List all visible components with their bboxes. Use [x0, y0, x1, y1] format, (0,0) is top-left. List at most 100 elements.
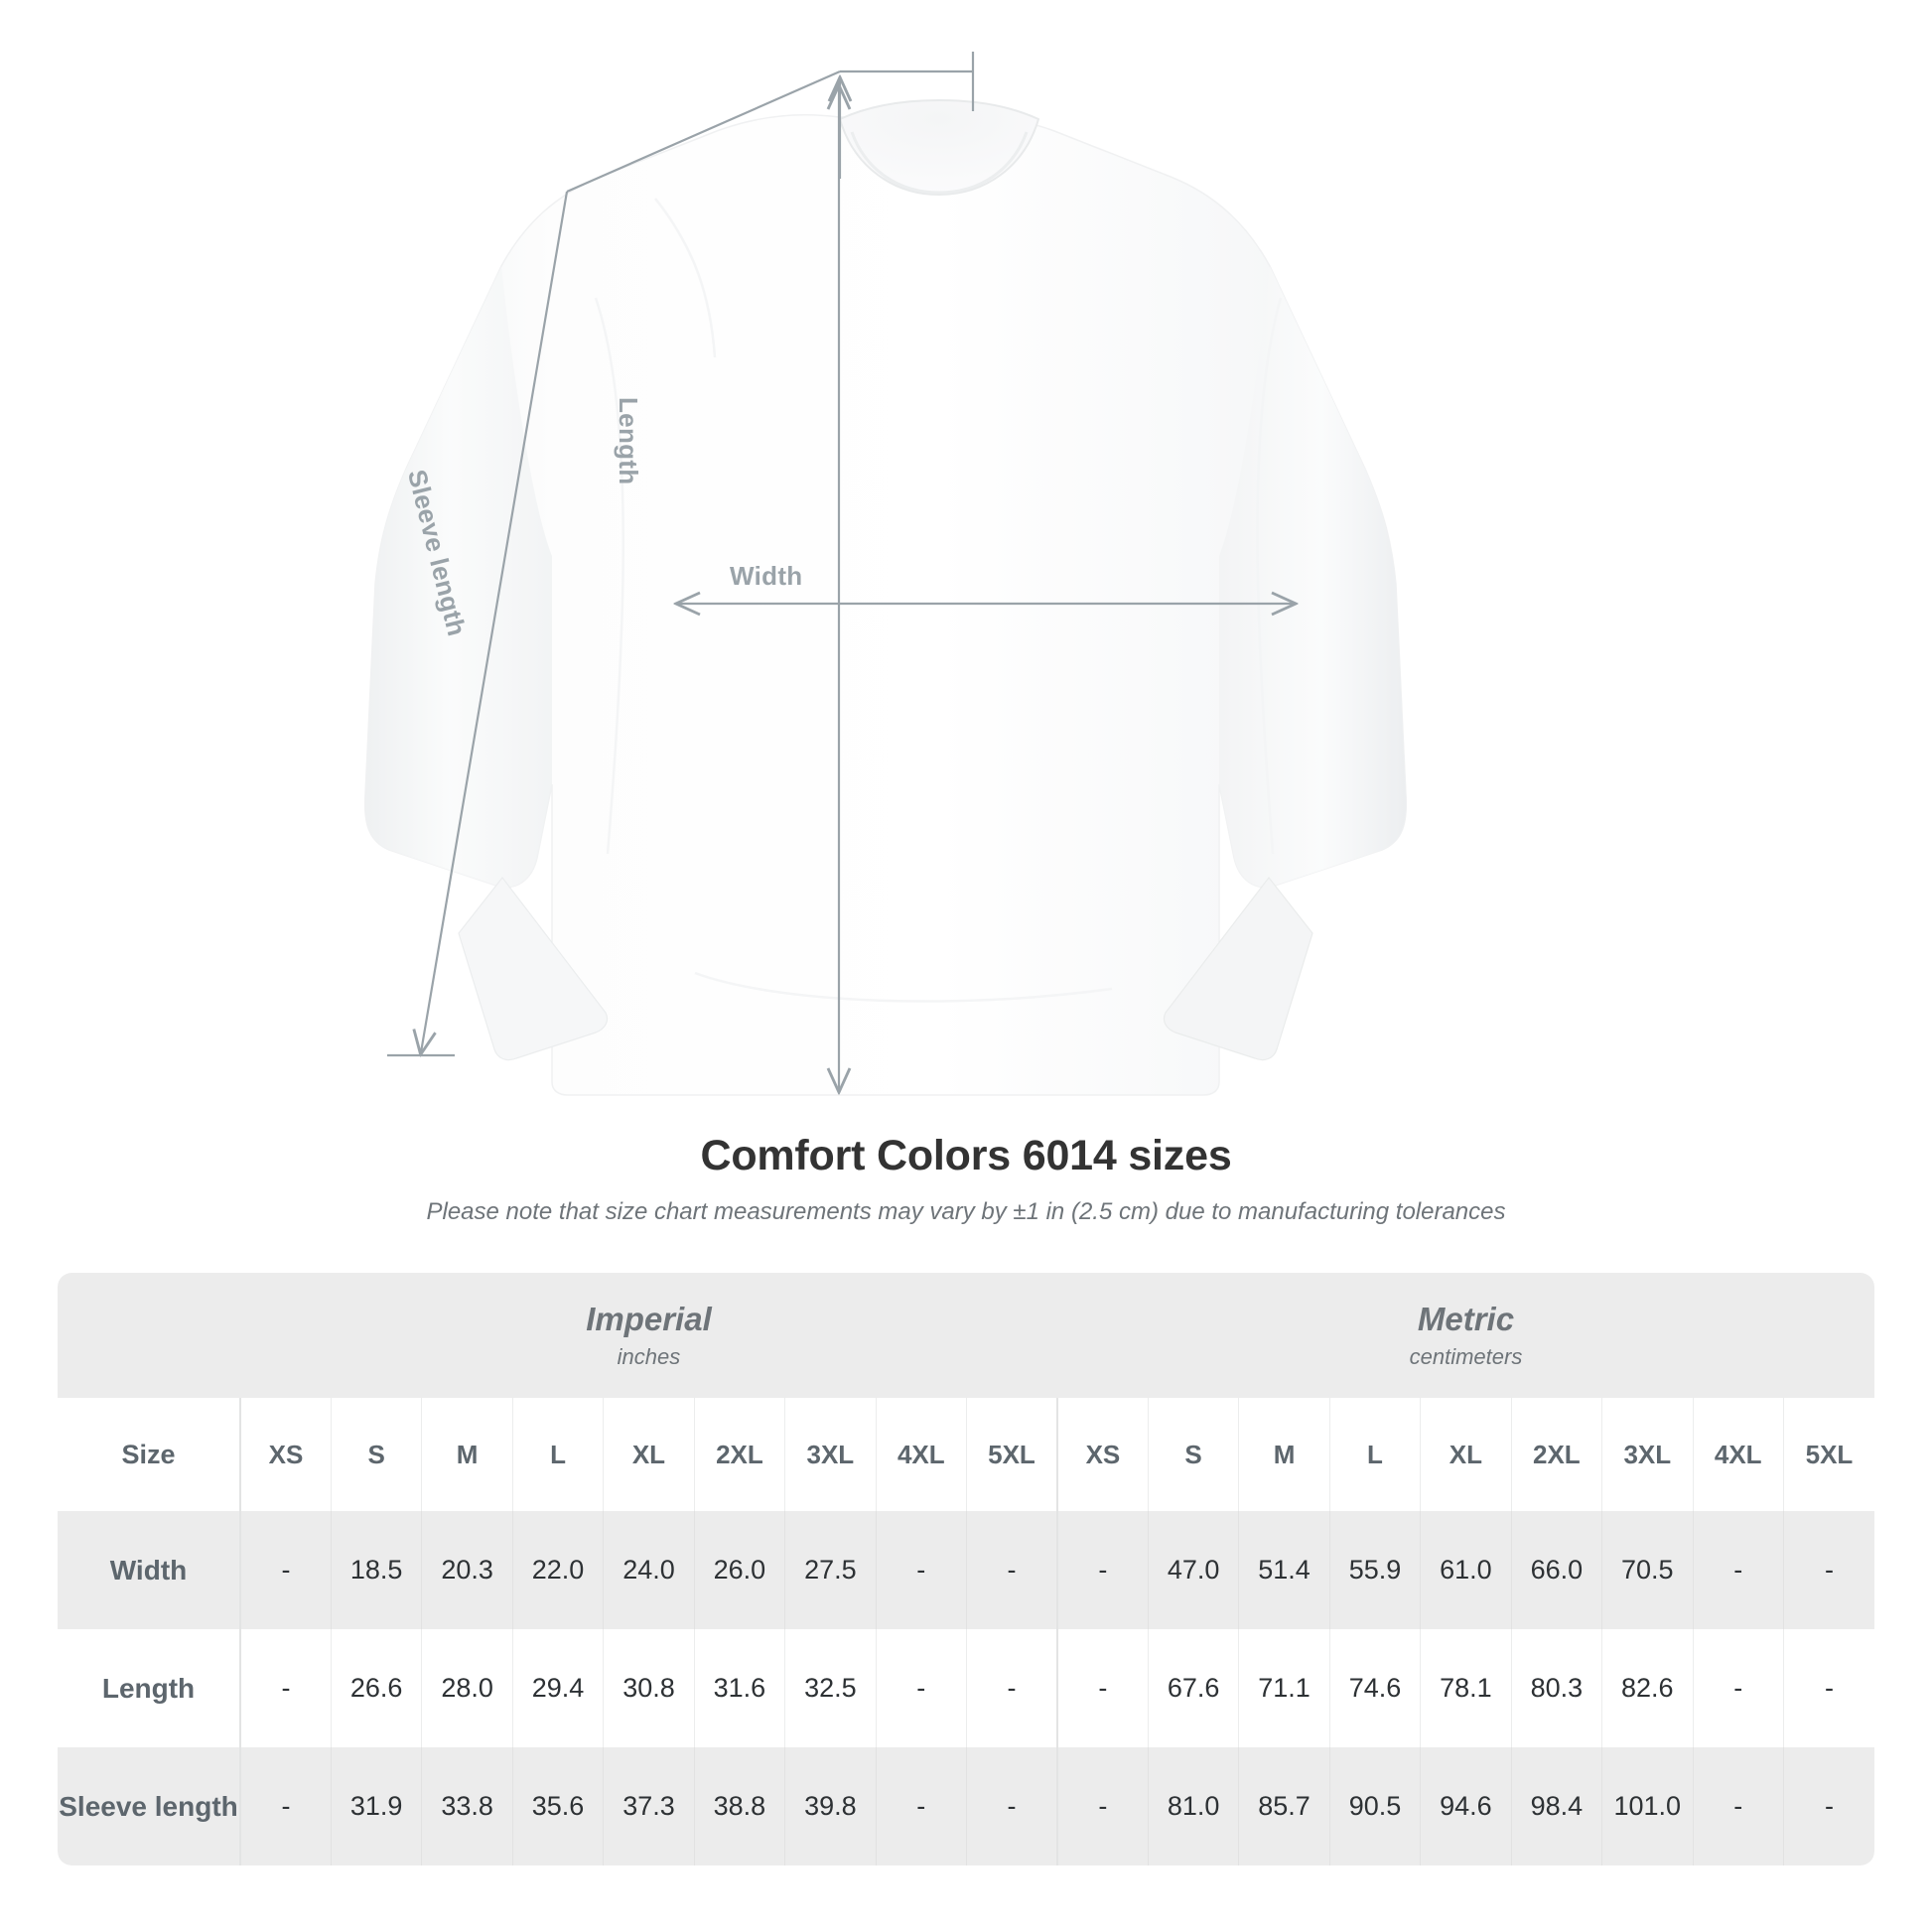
garment-diagram: Width Length Sleeve length: [363, 52, 1408, 1096]
shirt-illustration: [363, 52, 1408, 1096]
cell-imperial-m: 28.0: [421, 1629, 513, 1747]
cell-metric-s: 47.0: [1148, 1511, 1240, 1629]
column-header-metric-2xl: 2XL: [1511, 1398, 1603, 1511]
cell-metric-3xl: 82.6: [1601, 1629, 1694, 1747]
cell-imperial-s: 26.6: [331, 1629, 423, 1747]
cell-imperial-5xl: -: [966, 1747, 1058, 1865]
row-header-width: Width: [58, 1511, 241, 1629]
right-sleeve: [1219, 266, 1407, 888]
cell-metric-4xl: -: [1693, 1629, 1784, 1747]
cell-metric-xs: -: [1055, 1629, 1149, 1747]
page-subtitle: Please note that size chart measurements…: [426, 1198, 1506, 1226]
cell-imperial-4xl: -: [876, 1511, 968, 1629]
column-header-metric-l: L: [1329, 1398, 1422, 1511]
cell-imperial-xl: 24.0: [603, 1511, 695, 1629]
cell-metric-5xl: -: [1783, 1747, 1874, 1865]
table-row: Width -18.5 20.3 22.0 24.0 26.0 27.5- - -47.0 51.…: [58, 1511, 1874, 1629]
left-cuff: [458, 877, 609, 1061]
column-header-imperial-2xl: 2XL: [694, 1398, 786, 1511]
cell-imperial-s: 31.9: [331, 1747, 423, 1865]
cell-imperial-m: 20.3: [421, 1511, 513, 1629]
cell-imperial-xs: -: [238, 1629, 332, 1747]
cell-metric-s: 81.0: [1148, 1747, 1240, 1865]
collar-inner-line: [850, 131, 1029, 195]
column-header-metric-4xl: 4XL: [1693, 1398, 1784, 1511]
page-title: Comfort Colors 6014 sizes: [700, 1132, 1232, 1179]
column-header-imperial-l: L: [512, 1398, 605, 1511]
column-header-metric-xl: XL: [1420, 1398, 1512, 1511]
cell-imperial-3xl: 32.5: [784, 1629, 877, 1747]
cell-metric-4xl: -: [1693, 1511, 1784, 1629]
cell-metric-4xl: -: [1693, 1747, 1784, 1865]
cell-metric-m: 85.7: [1238, 1747, 1330, 1865]
cell-metric-l: 90.5: [1329, 1747, 1422, 1865]
unit-header-imperial: Imperial inches: [240, 1273, 1057, 1398]
cell-imperial-s: 18.5: [331, 1511, 423, 1629]
left-sleeve: [364, 266, 552, 888]
cell-metric-xs: -: [1055, 1747, 1149, 1865]
cell-imperial-l: 35.6: [512, 1747, 605, 1865]
cell-metric-xl: 61.0: [1420, 1511, 1512, 1629]
cell-metric-5xl: -: [1783, 1629, 1874, 1747]
cell-metric-xl: 78.1: [1420, 1629, 1512, 1747]
size-chart-table: Imperial inches Metric centimeters Size XS S M L…: [58, 1273, 1874, 1865]
table-row: Length -26.6 28.0 29.4 30.8 31.6 32.5- - -67.6 71…: [58, 1629, 1874, 1747]
cell-imperial-l: 29.4: [512, 1629, 605, 1747]
fabric-folds: [594, 198, 1283, 1003]
cell-imperial-2xl: 38.8: [694, 1747, 786, 1865]
cell-imperial-xs: -: [238, 1511, 332, 1629]
size-table-container: Imperial inches Metric centimeters Size XS S M L…: [58, 1273, 1874, 1865]
right-cuff: [1163, 877, 1313, 1061]
unit-sub-metric: centimeters: [1409, 1343, 1523, 1369]
column-header-metric-5xl: 5XL: [1783, 1398, 1874, 1511]
unit-name-imperial: Imperial: [586, 1301, 712, 1338]
column-header-imperial-4xl: 4XL: [876, 1398, 968, 1511]
unit-name-metric: Metric: [1417, 1301, 1515, 1338]
column-header-metric-s: S: [1148, 1398, 1240, 1511]
cell-imperial-2xl: 31.6: [694, 1629, 786, 1747]
column-header-imperial-xl: XL: [603, 1398, 695, 1511]
unit-header-metric: Metric centimeters: [1056, 1273, 1874, 1398]
cell-metric-2xl: 66.0: [1511, 1511, 1603, 1629]
cell-metric-3xl: 101.0: [1601, 1747, 1694, 1865]
cell-metric-3xl: 70.5: [1601, 1511, 1694, 1629]
row-header-length: Length: [58, 1629, 241, 1747]
column-header-imperial-5xl: 5XL: [966, 1398, 1058, 1511]
cell-imperial-xs: -: [238, 1747, 332, 1865]
column-header-metric-3xl: 3XL: [1601, 1398, 1694, 1511]
cell-metric-2xl: 80.3: [1511, 1629, 1603, 1747]
cell-imperial-5xl: -: [966, 1629, 1058, 1747]
cell-imperial-4xl: -: [876, 1747, 968, 1865]
cell-imperial-xl: 30.8: [603, 1629, 695, 1747]
cell-metric-s: 67.6: [1148, 1629, 1240, 1747]
cell-metric-xl: 94.6: [1420, 1747, 1512, 1865]
size-header-row: Size XS S M L XL 2XL 3XL 4XL 5XL XS S M L XL 2XL 3XL 4XL 5…: [58, 1398, 1874, 1511]
column-header-imperial-xs: XS: [238, 1398, 332, 1511]
cell-metric-l: 74.6: [1329, 1629, 1422, 1747]
table-row: Sleeve length -31.9 33.8 35.6 37.3 38.8 39.8- -…: [58, 1747, 1874, 1865]
column-header-metric-m: M: [1238, 1398, 1330, 1511]
cell-metric-2xl: 98.4: [1511, 1747, 1603, 1865]
unit-sub-imperial: inches: [617, 1343, 681, 1369]
cell-imperial-5xl: -: [966, 1511, 1058, 1629]
cell-imperial-2xl: 26.0: [694, 1511, 786, 1629]
cell-imperial-4xl: -: [876, 1629, 968, 1747]
cell-metric-5xl: -: [1783, 1511, 1874, 1629]
cell-imperial-xl: 37.3: [603, 1747, 695, 1865]
collar: [838, 98, 1040, 197]
row-header-sleeve-length: Sleeve length: [58, 1747, 241, 1865]
title-block: Comfort Colors 6014 sizes Please note th…: [0, 1132, 1932, 1227]
column-header-imperial-3xl: 3XL: [784, 1398, 877, 1511]
sleeve-length-dimension-line: [387, 52, 975, 1055]
column-header-imperial-m: M: [421, 1398, 513, 1511]
column-header-imperial-s: S: [331, 1398, 423, 1511]
unit-header-row: Imperial inches Metric centimeters: [58, 1273, 1874, 1398]
cell-imperial-3xl: 27.5: [784, 1511, 877, 1629]
cell-imperial-m: 33.8: [421, 1747, 513, 1865]
cell-metric-l: 55.9: [1329, 1511, 1422, 1629]
cell-imperial-3xl: 39.8: [784, 1747, 877, 1865]
cell-metric-xs: -: [1055, 1511, 1149, 1629]
column-header-metric-xs: XS: [1055, 1398, 1149, 1511]
cell-metric-m: 71.1: [1238, 1629, 1330, 1747]
